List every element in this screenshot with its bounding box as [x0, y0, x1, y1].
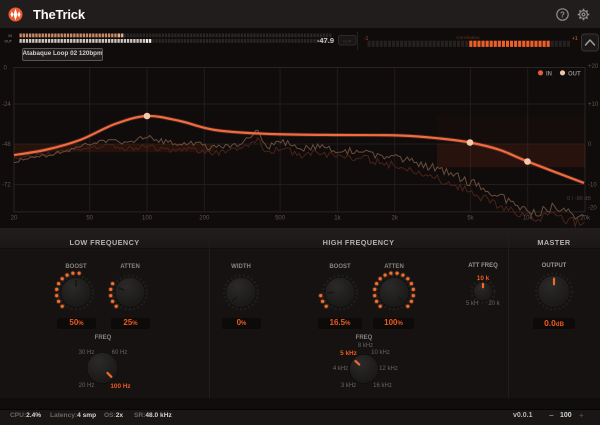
- svg-text:?: ?: [560, 10, 565, 19]
- svg-text:5k: 5k: [467, 216, 474, 222]
- svg-text:-48: -48: [2, 142, 11, 148]
- svg-text:0: 0: [588, 142, 592, 148]
- svg-text:-72: -72: [2, 183, 11, 189]
- svg-text:20k: 20k: [580, 216, 591, 222]
- svg-text:+10: +10: [588, 102, 599, 108]
- svg-text:OUT: OUT: [4, 40, 12, 44]
- svg-text:IN: IN: [8, 34, 12, 38]
- svg-text:0 / -90 dB: 0 / -90 dB: [567, 196, 591, 202]
- svg-text:10k: 10k: [523, 216, 534, 222]
- svg-text:50: 50: [86, 216, 93, 222]
- svg-text:+20: +20: [588, 64, 599, 70]
- svg-text:0: 0: [4, 66, 8, 72]
- svg-text:-47.9: -47.9: [317, 36, 334, 45]
- svg-text:CLIP: CLIP: [342, 39, 351, 44]
- svg-text:100: 100: [142, 216, 153, 222]
- svg-text:200: 200: [199, 216, 210, 222]
- svg-text:+1: +1: [572, 36, 578, 42]
- svg-text:-1: -1: [364, 36, 369, 42]
- svg-text:-20: -20: [588, 206, 597, 212]
- svg-text:IN: IN: [546, 72, 552, 78]
- svg-text:20: 20: [11, 216, 18, 222]
- svg-text:-10: -10: [588, 183, 597, 189]
- svg-text:500: 500: [275, 216, 286, 222]
- svg-text:2k: 2k: [392, 216, 399, 222]
- svg-text:1k: 1k: [334, 216, 341, 222]
- svg-text:-24: -24: [2, 102, 11, 108]
- svg-text:Correlation: Correlation: [456, 35, 480, 40]
- svg-text:OUT: OUT: [568, 72, 581, 78]
